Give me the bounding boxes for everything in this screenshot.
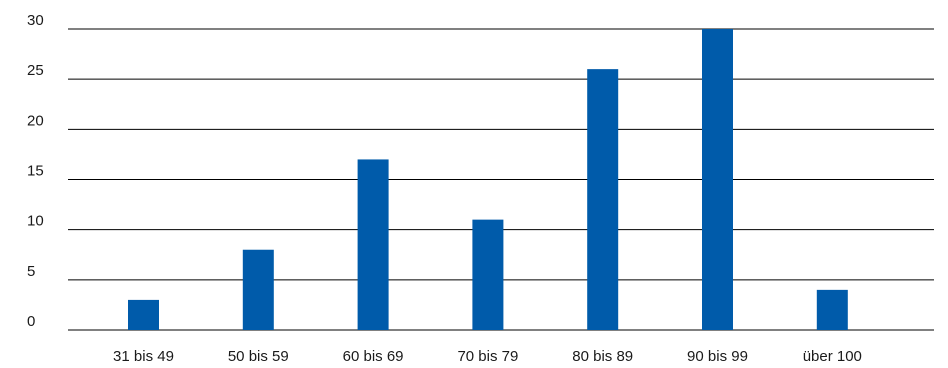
bar-5 [587, 69, 619, 330]
x-tick-label: 31 bis 49 [113, 348, 174, 365]
y-tick-label: 30 [27, 12, 44, 29]
x-tick-label: 80 bis 89 [572, 348, 633, 365]
x-tick-label: 60 bis 69 [343, 348, 404, 365]
y-tick-label: 5 [27, 263, 35, 280]
x-tick-label: 90 bis 99 [687, 348, 748, 365]
bar-6 [702, 29, 733, 330]
bar-2 [242, 249, 274, 330]
x-tick-label: über 100 [803, 348, 862, 365]
y-tick-label: 10 [27, 213, 44, 230]
bar-7 [816, 289, 848, 330]
y-tick-label: 25 [27, 62, 44, 79]
y-tick-label: 15 [27, 163, 44, 180]
x-tick-label: 50 bis 59 [228, 348, 289, 365]
x-tick-label: 70 bis 79 [457, 348, 518, 365]
bar-3 [357, 159, 389, 330]
y-axis-ticks: 0 5 10 15 20 25 30 [27, 12, 44, 330]
bar-4 [472, 219, 504, 330]
x-axis-ticks: 31 bis 49 50 bis 59 60 bis 69 70 bis 79 80 b… [113, 348, 862, 365]
bar-1 [128, 299, 159, 330]
bars [128, 29, 848, 330]
y-tick-label: 20 [27, 112, 44, 129]
y-tick-label: 0 [27, 313, 35, 330]
